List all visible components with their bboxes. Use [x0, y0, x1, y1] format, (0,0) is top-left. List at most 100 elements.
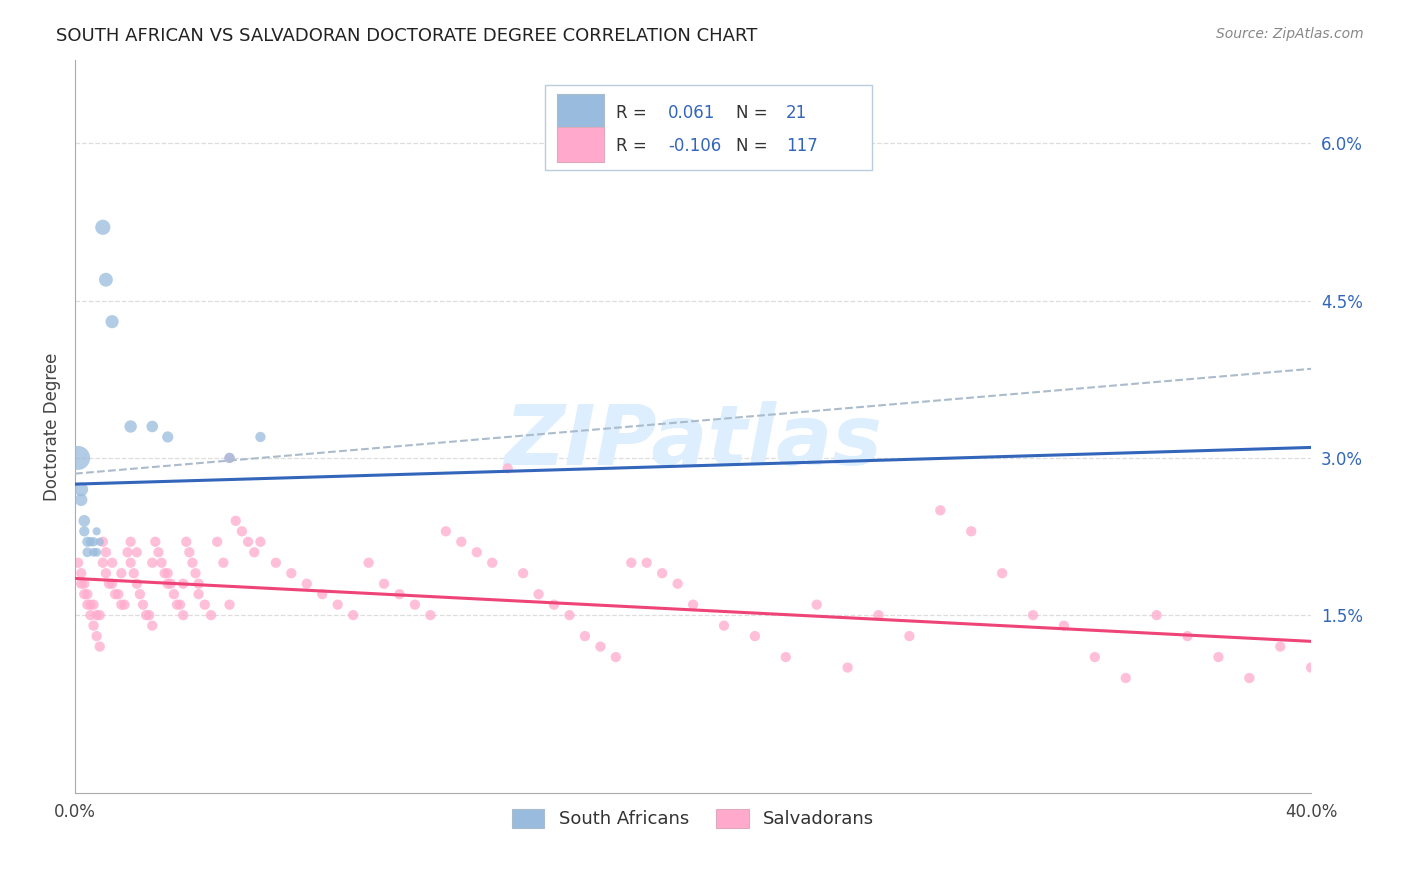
Point	[1115, 671, 1137, 685]
Point	[481, 556, 503, 570]
Point	[1208, 650, 1230, 665]
Point	[91, 534, 114, 549]
Text: 0.061: 0.061	[668, 104, 716, 122]
Point	[76, 534, 98, 549]
Text: N =: N =	[737, 104, 768, 122]
Point	[101, 576, 124, 591]
Point	[311, 587, 333, 601]
Point	[70, 576, 93, 591]
Point	[187, 576, 209, 591]
Text: 21: 21	[786, 104, 807, 122]
Text: N =: N =	[737, 137, 768, 155]
Point	[89, 608, 111, 623]
Point	[960, 524, 983, 539]
Point	[837, 660, 859, 674]
Point	[86, 524, 108, 539]
Point	[79, 608, 101, 623]
Point	[620, 556, 643, 570]
Point	[114, 598, 136, 612]
Text: SOUTH AFRICAN VS SALVADORAN DOCTORATE DEGREE CORRELATION CHART: SOUTH AFRICAN VS SALVADORAN DOCTORATE DE…	[56, 27, 758, 45]
Point	[86, 545, 108, 559]
Text: ZIPatlas: ZIPatlas	[505, 401, 882, 482]
Point	[117, 545, 139, 559]
Point	[107, 587, 129, 601]
Point	[156, 566, 179, 581]
Point	[120, 534, 142, 549]
Point	[70, 492, 93, 507]
Text: R =: R =	[616, 137, 647, 155]
Point	[543, 598, 565, 612]
Point	[236, 534, 259, 549]
Point	[104, 587, 127, 601]
Point	[132, 598, 155, 612]
Point	[868, 608, 890, 623]
Point	[218, 598, 240, 612]
Point	[166, 598, 188, 612]
Point	[83, 545, 105, 559]
Point	[179, 545, 201, 559]
Point	[94, 273, 117, 287]
Point	[605, 650, 627, 665]
Text: -0.106: -0.106	[668, 137, 721, 155]
Point	[153, 566, 176, 581]
Point	[713, 618, 735, 632]
Point	[465, 545, 488, 559]
Point	[991, 566, 1014, 581]
Point	[404, 598, 426, 612]
Point	[558, 608, 581, 623]
Point	[110, 598, 132, 612]
Point	[174, 534, 197, 549]
Point	[101, 315, 124, 329]
Point	[225, 514, 247, 528]
Point	[141, 618, 163, 632]
Point	[143, 534, 166, 549]
Point	[1053, 618, 1076, 632]
FancyBboxPatch shape	[544, 86, 872, 169]
Point	[249, 534, 271, 549]
Point	[1146, 608, 1168, 623]
Point	[373, 576, 395, 591]
Point	[264, 556, 287, 570]
Text: Source: ZipAtlas.com: Source: ZipAtlas.com	[1216, 27, 1364, 41]
Point	[450, 534, 472, 549]
Point	[806, 598, 828, 612]
Point	[159, 576, 181, 591]
Point	[929, 503, 952, 517]
Point	[326, 598, 349, 612]
Point	[205, 534, 228, 549]
Point	[120, 419, 142, 434]
Text: 117: 117	[786, 137, 817, 155]
Point	[194, 598, 217, 612]
Point	[181, 556, 204, 570]
Point	[79, 534, 101, 549]
Point	[67, 556, 90, 570]
Point	[744, 629, 766, 643]
Point	[156, 576, 179, 591]
Point	[89, 534, 111, 549]
Point	[231, 524, 253, 539]
Point	[172, 576, 194, 591]
Point	[125, 545, 148, 559]
Point	[169, 598, 191, 612]
Point	[898, 629, 921, 643]
Point	[651, 566, 673, 581]
Point	[496, 461, 519, 475]
Point	[1301, 660, 1323, 674]
Point	[73, 524, 96, 539]
Point	[434, 524, 457, 539]
Point	[357, 556, 380, 570]
Point	[73, 514, 96, 528]
Point	[101, 556, 124, 570]
Point	[91, 556, 114, 570]
Point	[70, 566, 93, 581]
Point	[135, 608, 157, 623]
Point	[243, 545, 266, 559]
Point	[83, 598, 105, 612]
Point	[574, 629, 596, 643]
Point	[163, 587, 186, 601]
Y-axis label: Doctorate Degree: Doctorate Degree	[44, 352, 60, 500]
Point	[682, 598, 704, 612]
Point	[1084, 650, 1107, 665]
Point	[83, 534, 105, 549]
Point	[83, 618, 105, 632]
